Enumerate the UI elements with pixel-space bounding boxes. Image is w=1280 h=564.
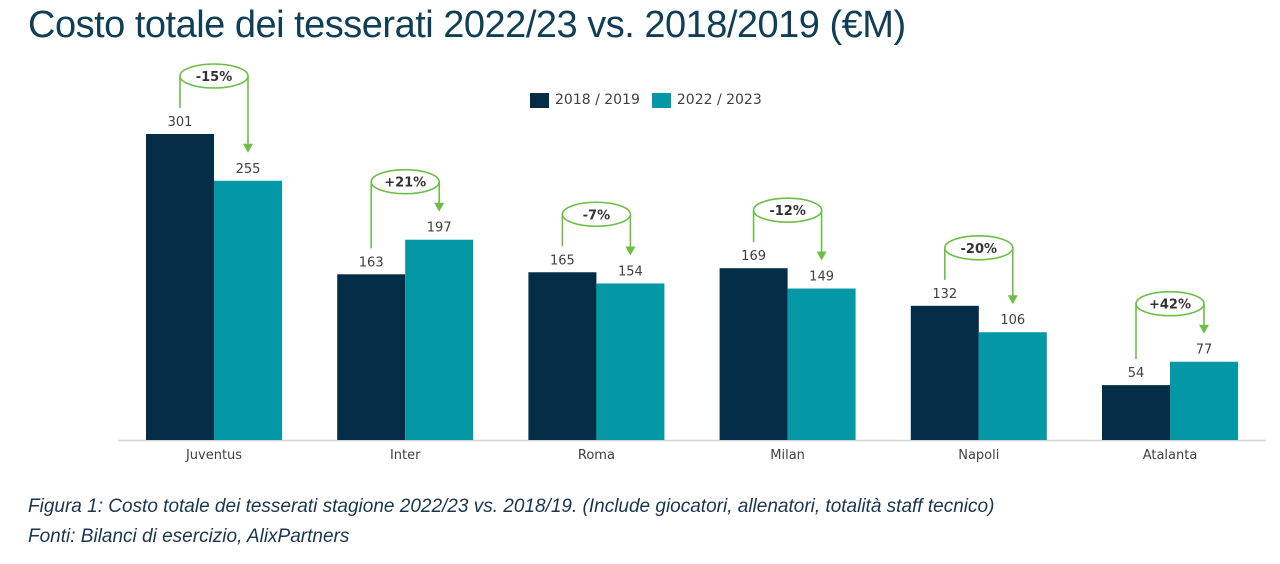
arrow-down-icon [1007,295,1018,305]
data-label: 197 [427,221,452,236]
arrow-down-icon [625,246,636,256]
data-label: 77 [1196,343,1213,358]
chart-title: Costo totale dei tesserati 2022/23 vs. 2… [28,4,906,46]
change-percent-label: -15% [196,70,233,85]
data-label: 154 [618,264,643,279]
data-label: 301 [168,115,193,130]
bar-atalanta-2018 [1102,385,1170,440]
bar-napoli-2018 [910,305,979,440]
x-tick-label: Inter [390,448,421,463]
bar-inter-2022 [405,239,474,440]
x-tick-label: Roma [578,448,615,463]
legend-swatch-2022 [651,92,671,108]
legend-label-2022: 2022 / 2023 [676,92,762,108]
x-tick-label: Napoli [958,448,999,463]
bar-milan-2022 [787,288,856,440]
bar-napoli-2022 [978,332,1047,440]
arrow-down-icon [816,251,827,261]
bar-chart: 301 255 Juventus -15% 163 197 Inter +21% 165 154 R… [118,63,1266,463]
bar-milan-2018 [719,268,788,440]
data-label: 165 [550,253,575,268]
data-label: 132 [932,287,957,302]
x-tick-label: Atalanta [1143,448,1198,463]
data-label: 106 [1000,313,1025,328]
bar-juventus-2018 [146,134,214,440]
legend-item-2022: 2022 / 2023 [651,92,762,108]
legend-swatch-2018 [530,92,549,108]
bar-roma-2018 [528,272,597,440]
change-percent-label: -12% [769,204,806,219]
annotation-bubble [370,168,441,195]
arrow-down-icon [434,202,445,212]
sources-caption: Fonti: Bilanci di esercizio, AlixPartner… [28,526,350,547]
change-percent-label: +42% [1149,298,1191,313]
bar-atalanta-2022 [1170,361,1238,440]
change-percent-label: -7% [583,208,610,223]
bar-inter-2018 [337,274,406,440]
annotation-bubble [752,197,823,223]
data-label: 149 [809,270,834,285]
legend-label-2018: 2018 / 2019 [555,92,640,108]
figure-caption: Figura 1: Costo totale dei tesserati sta… [28,496,995,517]
bar-roma-2022 [596,283,665,440]
annotation-bubble [561,201,632,228]
data-label: 169 [741,249,766,264]
annotation-bubble [1135,290,1205,317]
change-percent-label: +21% [384,176,426,191]
legend-item-2018: 2018 / 2019 [530,92,640,108]
arrow-down-icon [1199,324,1209,334]
x-tick-label: Milan [770,448,805,463]
arrow-down-icon [243,143,253,153]
data-label: 163 [359,255,384,270]
annotation-bubble [179,63,249,89]
data-label: 54 [1128,366,1145,381]
data-label: 255 [236,162,261,177]
annotation-bubble [943,235,1014,261]
change-percent-label: -20% [961,242,998,257]
x-tick-label: Juventus [185,448,242,463]
legend: 2018 / 2019 2022 / 2023 [530,92,766,108]
bar-juventus-2022 [214,180,282,441]
